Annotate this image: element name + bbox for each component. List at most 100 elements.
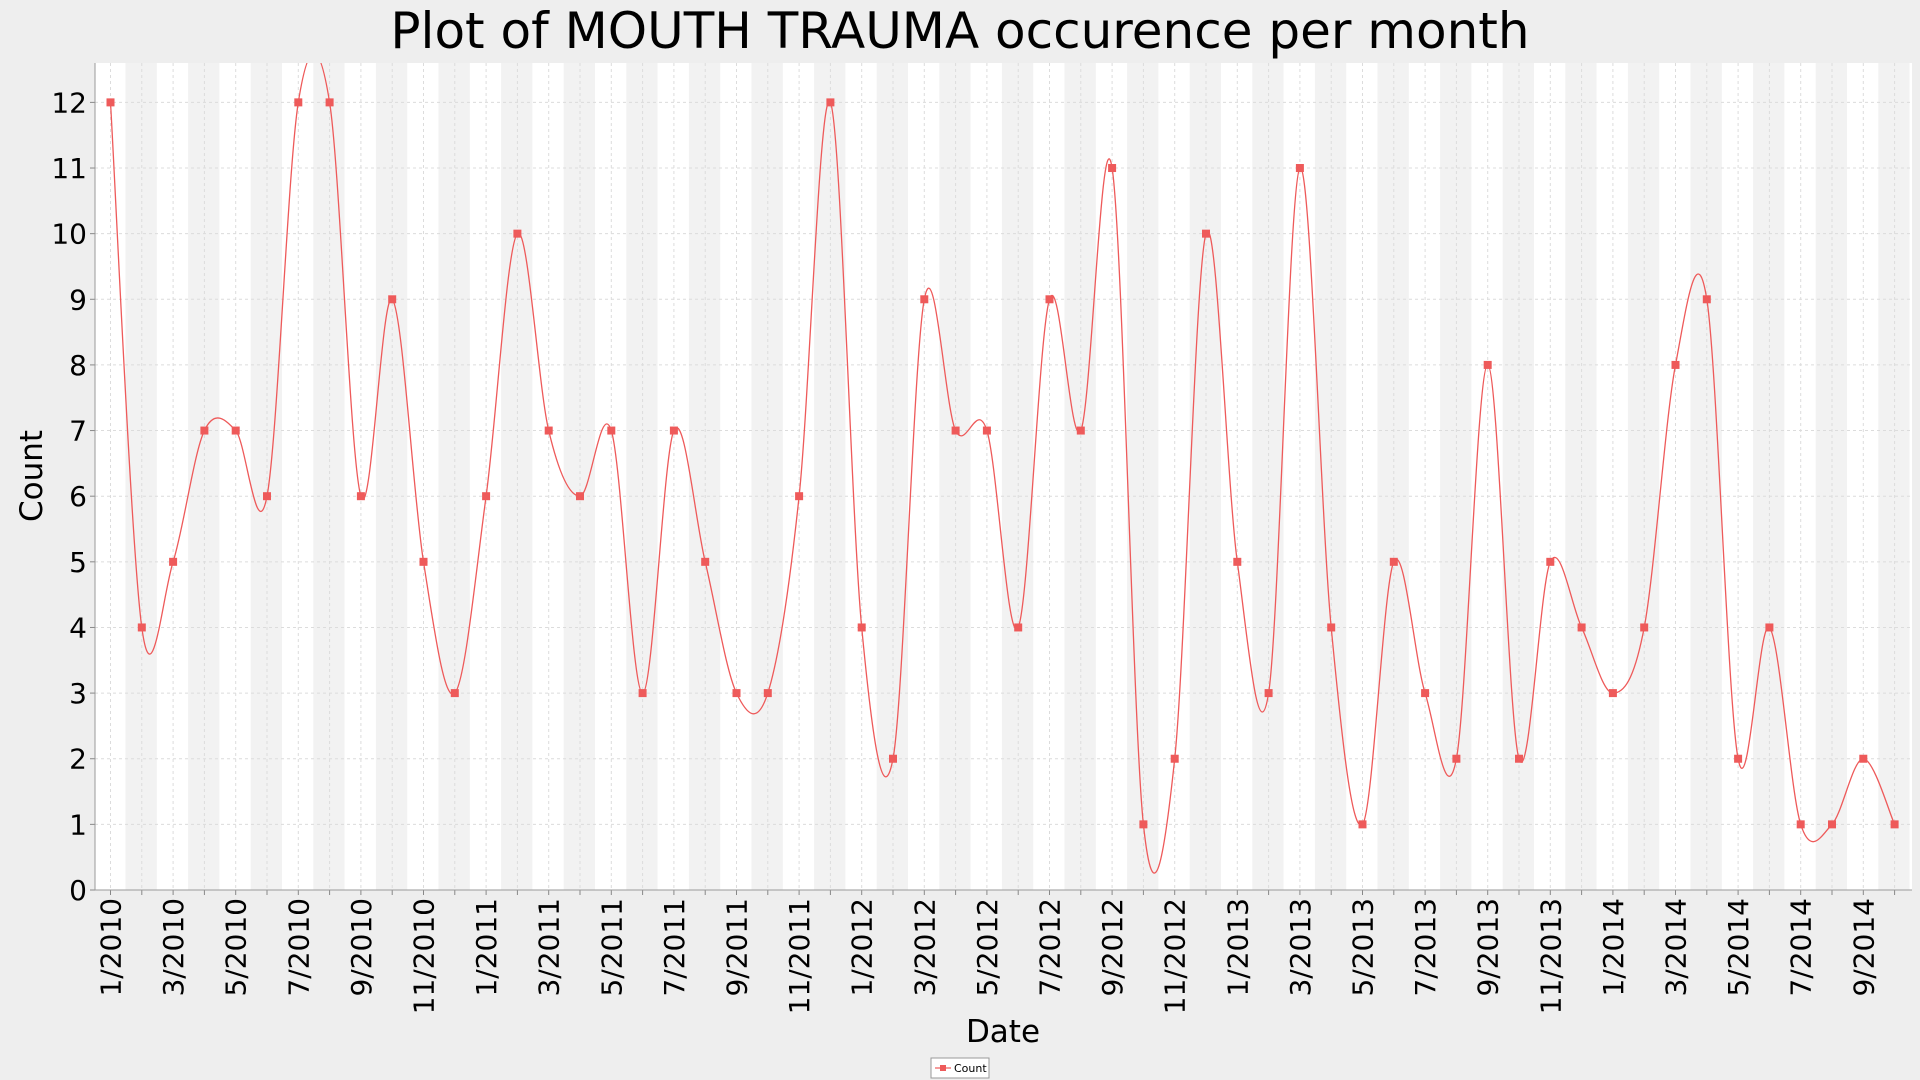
data-point	[1139, 820, 1148, 829]
x-tick-label: 5/2012	[971, 898, 1004, 997]
legend: Count	[930, 1057, 990, 1079]
data-point	[482, 492, 491, 501]
x-tick-label: 1/2011	[470, 898, 503, 997]
x-tick-label: 5/2014	[1722, 898, 1755, 997]
data-point	[576, 492, 584, 501]
background-band	[1127, 63, 1159, 890]
y-tick-label: 9	[69, 283, 87, 316]
data-point	[1515, 754, 1523, 763]
data-point	[1421, 689, 1430, 698]
x-tick-label: 1/2012	[846, 898, 879, 997]
background-band	[563, 63, 595, 890]
data-point	[1295, 164, 1304, 173]
data-point	[388, 295, 397, 304]
background-band	[1502, 63, 1534, 890]
x-tick-label: 7/2012	[1034, 898, 1067, 997]
x-tick-label: 9/2012	[1096, 898, 1129, 997]
data-point	[1890, 820, 1899, 829]
data-point	[513, 229, 522, 238]
background-band	[1690, 63, 1722, 890]
data-point	[1358, 820, 1367, 829]
data-point	[920, 295, 929, 304]
x-tick-label: 7/2011	[658, 898, 691, 997]
x-tick-label: 1/2013	[1221, 898, 1254, 997]
data-point	[263, 492, 271, 501]
data-point	[638, 689, 647, 698]
data-point	[607, 426, 616, 435]
background-band	[438, 63, 470, 890]
background-band	[1440, 63, 1472, 890]
data-point	[1108, 164, 1117, 173]
series-line	[109, 63, 1896, 874]
chart-title: Plot of MOUTH TRAUMA occurence per month	[390, 2, 1529, 60]
background-band	[876, 63, 908, 890]
background-band	[313, 63, 345, 890]
y-tick-label: 4	[69, 611, 87, 644]
y-axis-label: Count	[14, 430, 50, 522]
x-tick-label: 11/2010	[408, 898, 441, 1014]
background-band	[751, 63, 783, 890]
data-point	[982, 426, 991, 435]
data-point	[1640, 623, 1649, 632]
x-tick-label: 3/2014	[1660, 898, 1693, 997]
x-tick-label: 7/2013	[1409, 898, 1442, 997]
x-tick-label: 3/2010	[157, 898, 190, 997]
x-tick-label: 11/2012	[1159, 898, 1192, 1014]
background-band	[501, 63, 533, 890]
data-point	[1828, 820, 1836, 829]
data-point	[1170, 754, 1179, 763]
x-tick-label: 5/2013	[1347, 898, 1380, 997]
data-point	[1765, 623, 1774, 632]
y-tick-label: 0	[69, 874, 87, 907]
data-point	[889, 754, 897, 763]
data-point	[200, 426, 209, 435]
x-tick-label: 1/2010	[95, 898, 128, 997]
x-tick-label: 5/2010	[220, 898, 253, 997]
data-point	[1233, 557, 1242, 566]
background-band	[1878, 63, 1910, 890]
background-band	[626, 63, 658, 890]
x-tick-label: 7/2010	[282, 898, 315, 997]
x-tick-label: 3/2011	[533, 898, 566, 997]
data-point	[857, 623, 866, 632]
data-point	[1608, 689, 1617, 698]
data-point	[1076, 426, 1085, 435]
background-band	[1565, 63, 1597, 890]
y-tick-label: 8	[69, 349, 87, 382]
background-band	[1064, 63, 1096, 890]
data-point	[1327, 623, 1336, 632]
background-band	[939, 63, 971, 890]
x-tick-label: 9/2013	[1472, 898, 1505, 997]
y-tick-label: 10	[51, 218, 87, 251]
background-band	[250, 63, 282, 890]
data-point	[1483, 360, 1492, 369]
data-point	[1859, 754, 1868, 763]
background-band	[1314, 63, 1347, 890]
data-point	[1577, 623, 1586, 632]
data-point	[1702, 295, 1711, 304]
data-point	[1264, 689, 1273, 698]
data-point	[137, 623, 146, 632]
data-point	[1014, 623, 1023, 632]
x-tick-label: 11/2011	[783, 898, 816, 1014]
background-band	[1377, 63, 1409, 890]
y-tick-label: 7	[69, 415, 87, 448]
legend-label: Count	[954, 1062, 987, 1075]
x-tick-label: 11/2013	[1534, 898, 1567, 1014]
data-point	[951, 426, 960, 435]
x-tick-label: 3/2013	[1284, 898, 1317, 997]
x-tick-label: 9/2010	[345, 898, 378, 997]
background-band	[688, 63, 721, 890]
x-tick-label: 5/2011	[595, 898, 628, 997]
background-band	[375, 63, 408, 890]
data-point	[1734, 754, 1743, 763]
data-point	[1045, 295, 1054, 304]
y-tick-label: 2	[69, 743, 87, 776]
background-band	[1815, 63, 1847, 890]
data-point	[732, 689, 741, 698]
data-point	[1546, 557, 1555, 566]
x-axis-label: Date	[966, 1014, 1040, 1050]
x-tick-label: 7/2014	[1785, 898, 1818, 997]
